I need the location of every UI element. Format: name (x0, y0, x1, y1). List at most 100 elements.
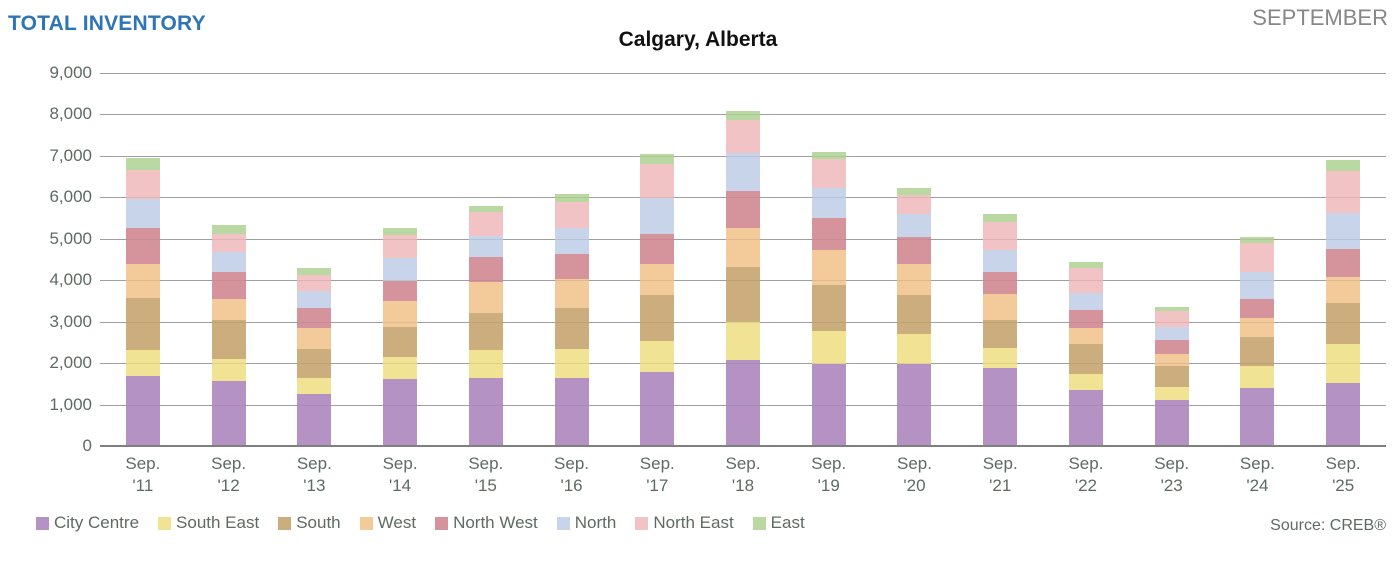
segment-east (1154, 306, 1189, 312)
x-tick-label: Sep. '14 (357, 453, 443, 497)
segment-north-west (1326, 248, 1361, 277)
x-tick-line1: Sep. (211, 454, 247, 473)
segment-west (383, 301, 418, 328)
legend-item-north-east: North East (635, 513, 734, 533)
segment-south (726, 266, 760, 322)
segment-south (554, 307, 589, 350)
segment-east (1326, 160, 1361, 172)
legend-label: East (770, 513, 805, 532)
plot-area (100, 73, 1386, 447)
x-tick-label: Sep. '22 (1043, 453, 1129, 497)
x-tick-line1: Sep. (468, 454, 504, 473)
segment-east (640, 153, 675, 164)
segment-north-west (983, 272, 1018, 295)
x-tick-line2: '19 (817, 476, 840, 495)
segment-north-east (1326, 171, 1361, 214)
bar-column-sep-14 (357, 73, 443, 446)
segment-west (1326, 276, 1361, 303)
segment-north-east (1068, 268, 1103, 293)
y-tick-label: 2,000 (49, 353, 92, 373)
segment-south (811, 284, 846, 331)
legend-label: North East (653, 513, 734, 532)
segment-city-centre (1068, 390, 1103, 446)
segment-north-west (383, 281, 418, 302)
x-tick-line1: Sep. (554, 454, 590, 473)
segment-north-east (211, 233, 246, 253)
x-tick-line1: Sep. (1325, 454, 1361, 473)
x-tick-label: Sep. '11 (100, 453, 186, 497)
x-tick-label: Sep. '24 (1215, 453, 1301, 497)
segment-west (983, 294, 1018, 321)
gridline-overlay (100, 363, 1386, 365)
segment-south (468, 312, 503, 351)
gridline (100, 73, 1386, 74)
segment-east (811, 151, 846, 160)
segment-north (1326, 213, 1361, 249)
segment-city-centre (897, 363, 932, 446)
gridline-overlay (100, 114, 1386, 116)
legend-swatch-icon (359, 516, 373, 530)
x-tick-label: Sep. '18 (700, 453, 786, 497)
stacked-bar (811, 73, 846, 446)
y-tick-label: 1,000 (49, 394, 92, 414)
legend-swatch-icon (36, 516, 49, 530)
segment-south (297, 349, 332, 378)
x-tick-line1: Sep. (296, 454, 332, 473)
gridline-overlay (100, 280, 1386, 282)
x-tick-label: Sep. '17 (614, 453, 700, 497)
segment-north-east (1154, 311, 1189, 327)
segment-north-east (383, 235, 418, 259)
segment-south-east (297, 377, 332, 395)
stacked-bar (726, 73, 760, 446)
bar-column-sep-17 (614, 73, 700, 446)
x-tick-line2: '18 (731, 476, 755, 495)
segment-north-east (811, 159, 846, 189)
bar-column-sep-13 (271, 73, 357, 446)
segment-west (897, 263, 932, 295)
segment-north-east (297, 274, 332, 292)
segment-north-east (726, 120, 760, 153)
segment-west (640, 264, 675, 295)
legend-item-south-east: South East (158, 513, 259, 533)
x-tick-line2: '20 (903, 476, 926, 495)
segment-east (554, 194, 589, 202)
x-tick-line1: Sep. (811, 454, 847, 473)
segment-south (1240, 337, 1275, 366)
legend-item-city-centre: City Centre (36, 513, 139, 533)
segment-north-west (468, 257, 503, 282)
segment-south-east (1154, 386, 1189, 400)
gridline-overlay (100, 404, 1386, 406)
segment-north-west (1154, 340, 1189, 354)
segment-north-east (983, 221, 1018, 251)
segment-south (125, 297, 160, 351)
stacked-bar (1154, 73, 1189, 446)
segment-west (211, 299, 246, 321)
segment-east (1240, 237, 1275, 243)
x-tick-label: Sep. '23 (1129, 453, 1215, 497)
x-tick-label: Sep. '21 (957, 453, 1043, 497)
segment-city-centre (811, 363, 846, 446)
segment-north (1154, 326, 1189, 341)
x-tick-label: Sep. '12 (186, 453, 272, 497)
legend-item-west: West (359, 513, 417, 533)
x-tick-line1: Sep. (1239, 454, 1275, 473)
segment-city-centre (1154, 400, 1189, 446)
segment-city-centre (383, 379, 418, 446)
legend-label: West (377, 513, 417, 532)
bar-column-sep-25 (1300, 73, 1386, 446)
segment-west (1154, 353, 1189, 366)
segment-north-west (1068, 310, 1103, 328)
segment-north-west (811, 217, 846, 251)
x-tick-line1: Sep. (639, 454, 675, 473)
bar-column-sep-19 (786, 73, 872, 446)
y-tick-label: 0 (82, 436, 92, 455)
bar-column-sep-21 (957, 73, 1043, 446)
bar-column-sep-15 (443, 73, 529, 446)
segment-north (897, 214, 932, 238)
stacked-bar (211, 73, 246, 446)
segment-south-east (554, 349, 589, 378)
segment-north (811, 188, 846, 218)
y-tick-label: 4,000 (49, 270, 92, 290)
segment-south-east (897, 333, 932, 364)
